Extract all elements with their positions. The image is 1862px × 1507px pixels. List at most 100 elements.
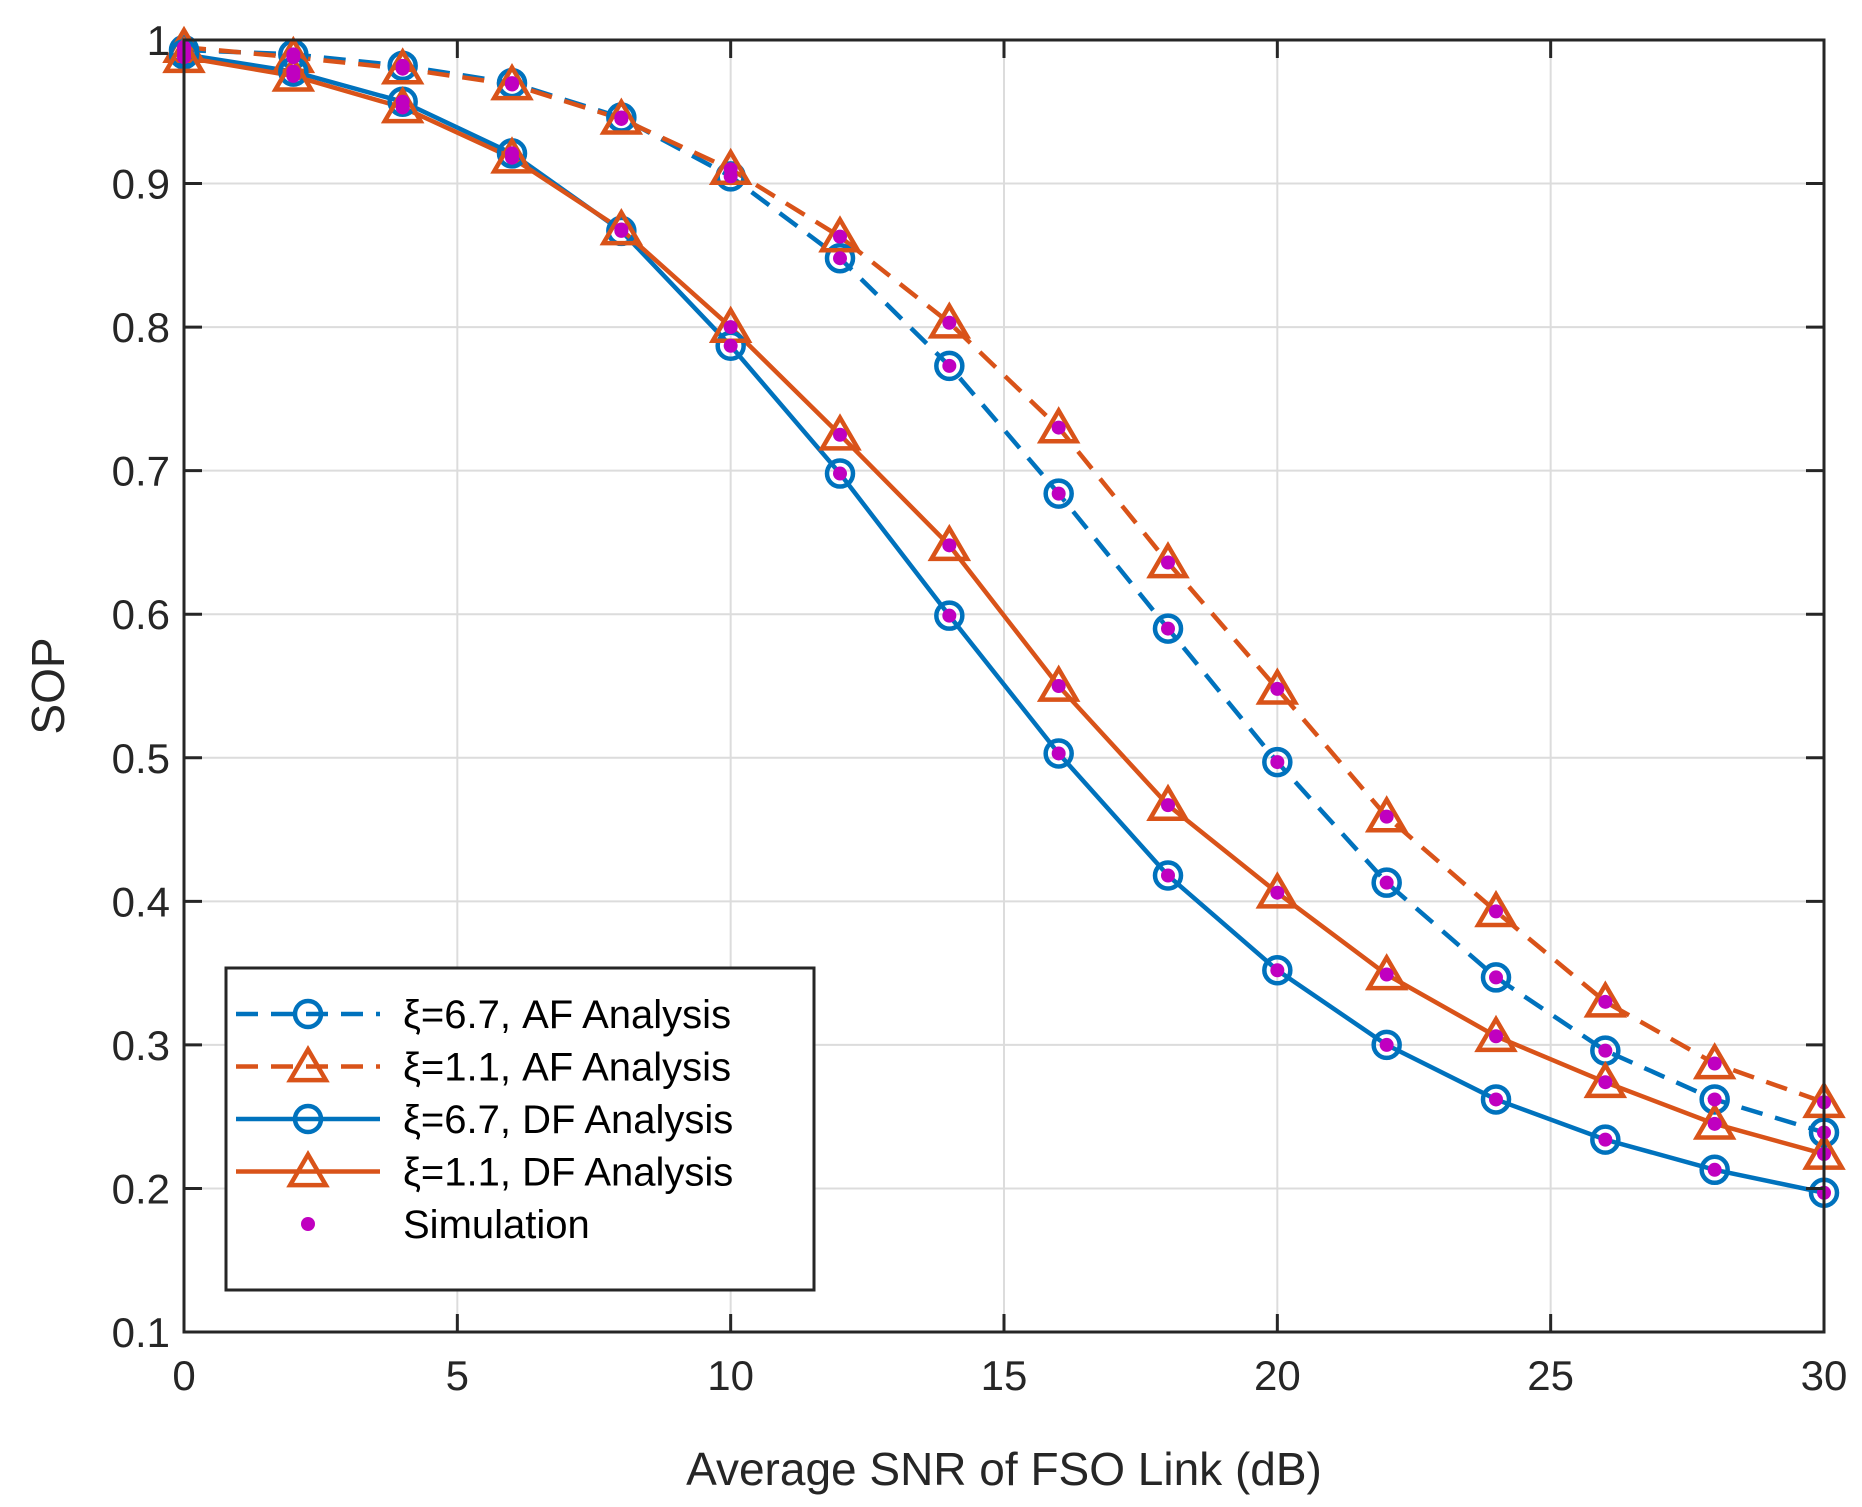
simulation-point [833,427,847,442]
simulation-point [1598,1043,1613,1058]
triangle-marker [1036,664,1081,702]
simulation-point [723,338,738,353]
triangle-marker [927,523,972,562]
simulation-point [1707,1162,1722,1177]
circle-marker [1699,1084,1730,1115]
simulation-point [1270,681,1285,696]
simulation-point [723,320,738,335]
triangle-marker [1146,541,1190,579]
circle-marker [1152,613,1184,644]
y-tick-label: 0.1 [112,1309,170,1356]
y-tick-label: 0.6 [112,591,170,638]
circle-marker [824,458,856,489]
triangle-marker [271,54,316,92]
legend-box [224,966,816,1292]
simulation-point [723,162,738,177]
triangle-marker [927,301,972,339]
simulation-point [833,229,847,244]
simulation-point [614,111,629,126]
circle-marker [1262,954,1293,986]
simulation-point [942,315,957,330]
circle-marker [1371,867,1402,898]
triangle-marker [1474,1014,1518,1053]
triangle-marker [490,63,534,101]
triangle-marker [380,47,425,85]
simulation-point [833,466,847,481]
legend-label: ξ=6.7, DF Analysis [403,1098,733,1142]
legend-label: ξ=6.7, AF Analysis [403,993,731,1037]
simulation-point [286,68,301,83]
simulation-point [1379,967,1394,982]
y-tick-label: 0.9 [112,161,170,208]
y-tick-label: 1 [147,17,170,64]
triangle-marker [490,136,534,174]
circle-marker [1480,962,1512,993]
simulation-point [1598,1132,1613,1147]
series-line-3 [183,55,1825,1157]
triangle-marker [818,215,862,253]
simulation-point [1489,970,1503,985]
simulation-point [1598,994,1613,1009]
simulation-point [286,50,301,65]
circle-marker [292,998,324,1030]
triangle-marker [1255,871,1300,909]
legend-entries: ξ=6.7, AF Analysis ξ=1.1, AF Analysis ξ=6.… [236,993,733,1247]
y-tick-label: 0.3 [112,1022,170,1069]
y-tick-label: 0.7 [112,448,170,495]
simulation-point [1379,1037,1394,1052]
x-tick-labels: 0 5 10 15 20 25 30 [172,1352,1847,1399]
axis-ticks [182,38,1826,1334]
x-tick-label: 30 [1801,1352,1848,1399]
simulation-point [942,608,957,623]
legend-dot [301,1217,315,1231]
x-tick-label: 15 [981,1352,1028,1399]
simulation-point [1707,1056,1722,1071]
triangle-marker [286,1150,330,1188]
simulation-point [1051,420,1066,435]
simulation-point [614,222,629,237]
circle-marker [1043,478,1074,509]
circle-marker [1262,746,1293,778]
simulation-point [833,251,847,266]
simulation-point [1379,875,1394,890]
triangle-marker [1364,795,1409,833]
triangle-marker [818,413,862,451]
triangle-marker [380,86,425,124]
triangle-marker [1364,953,1409,991]
simulation-point [942,358,957,373]
series-lines [183,44,1825,1195]
y-tick-label: 0.2 [112,1165,170,1212]
triangle-marker [599,97,644,135]
circle-marker [934,600,965,631]
triangle-marker [1583,1060,1628,1099]
triangle-marker [1474,889,1518,928]
triangle-marker [1692,1102,1737,1140]
series-line-2 [183,52,1825,1195]
triangle-marker [1583,980,1628,1018]
simulation-point [1161,555,1175,570]
simulation-point [1270,755,1285,770]
y-tick-label: 0.5 [112,735,170,782]
y-tick-labels: 0.1 0.2 0.3 0.4 0.5 0.6 0.7 0.8 0.9 1 [112,17,170,1356]
simulation-point [505,77,519,92]
circle-marker [1480,1084,1512,1115]
y-tick-label: 0.4 [112,878,170,925]
circle-marker [1590,1124,1621,1155]
simulation-point [1489,1092,1503,1107]
x-tick-label: 0 [172,1352,195,1399]
x-tick-label: 10 [707,1352,754,1399]
simulation-point [1270,963,1285,978]
simulation-point [1379,809,1394,824]
circle-marker [1152,860,1184,891]
triangle-marker [1692,1042,1737,1080]
simulation-point [1051,746,1066,761]
legend-label: Simulation [403,1203,590,1247]
x-tick-label: 20 [1254,1352,1301,1399]
legend-label: ξ=1.1, AF Analysis [403,1046,731,1090]
y-axis-label: SOP [22,637,74,734]
x-axis-label: Average SNR of FSO Link (dB) [686,1443,1322,1495]
simulation-point [1598,1075,1613,1090]
simulation-point [1051,486,1066,501]
circle-marker [1371,1029,1402,1061]
